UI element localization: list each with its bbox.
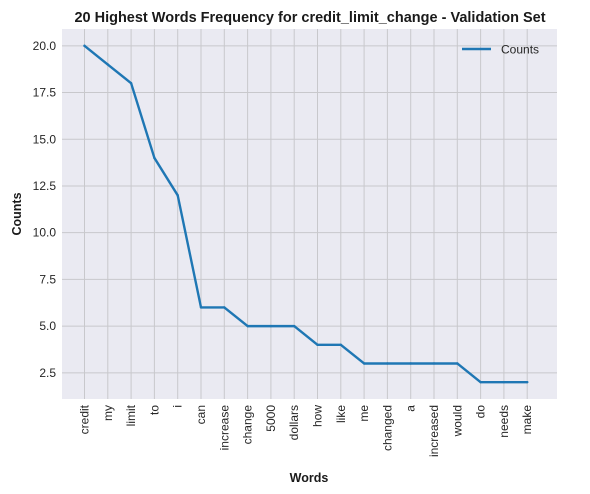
y-tick-label: 17.5 <box>33 86 57 100</box>
y-tick-label: 7.5 <box>39 272 56 286</box>
x-tick-label: a <box>404 405 418 412</box>
x-tick-label: like <box>334 405 348 423</box>
x-tick-label: increase <box>217 405 231 451</box>
data-point <box>362 362 366 365</box>
legend: Counts <box>462 43 539 57</box>
y-axis-label: Counts <box>10 192 24 235</box>
data-point <box>409 362 412 365</box>
plot-area <box>62 29 557 399</box>
y-tick-label: 5.0 <box>39 319 56 333</box>
data-point <box>479 380 482 384</box>
y-tick-label: 10.0 <box>33 226 57 240</box>
x-tick-label: needs <box>497 405 511 438</box>
data-point <box>176 194 179 197</box>
x-tick-label: credit <box>78 404 92 434</box>
legend-label-counts: Counts <box>501 43 539 57</box>
data-point <box>223 306 226 309</box>
series-layer <box>83 44 529 384</box>
chart-title: 20 Highest Words Frequency for credit_li… <box>74 10 545 26</box>
data-point <box>502 380 506 384</box>
data-point <box>83 44 86 48</box>
series-line-counts <box>83 44 529 384</box>
x-gridlines <box>84 29 528 399</box>
data-point <box>199 306 203 309</box>
x-tick-label: change <box>241 405 255 445</box>
x-tick-label: can <box>194 405 208 424</box>
x-tick-label: how <box>311 405 325 427</box>
data-point <box>246 324 249 328</box>
y-gridlines <box>62 45 557 374</box>
y-tick-label: 15.0 <box>33 132 57 146</box>
data-point <box>269 324 273 328</box>
x-tick-label: dollars <box>287 405 301 440</box>
x-tick-label: me <box>357 405 371 422</box>
x-tick-label: limit <box>124 404 138 426</box>
data-point <box>316 343 319 347</box>
x-tick-label: i <box>171 405 185 408</box>
data-point <box>526 380 529 384</box>
data-point <box>339 343 342 347</box>
y-tick-labels: 2.5 5.0 7.5 10.0 12.5 15.0 17.5 20.0 <box>33 39 57 380</box>
x-tick-label: changed <box>380 405 394 451</box>
data-point <box>153 156 156 160</box>
x-tick-label: to <box>147 405 161 415</box>
data-point <box>129 81 133 85</box>
x-axis-label: Words <box>290 471 329 485</box>
x-tick-label: do <box>474 405 488 419</box>
x-tick-label: my <box>101 405 115 421</box>
x-tick-label: increased <box>427 405 441 457</box>
x-tick-label: make <box>520 405 534 435</box>
y-tick-label: 2.5 <box>39 366 56 380</box>
x-tick-label: would <box>450 405 464 437</box>
data-point <box>456 362 459 365</box>
y-tick-label: 12.5 <box>33 179 57 193</box>
data-point <box>106 63 110 66</box>
data-point <box>386 362 389 365</box>
x-tick-label: 5000 <box>264 405 278 432</box>
data-point <box>293 324 296 328</box>
data-point <box>432 362 436 365</box>
y-tick-label: 20.0 <box>33 39 57 53</box>
x-tick-labels: credit my limit to i can increase change 5000 dol… <box>78 404 535 457</box>
